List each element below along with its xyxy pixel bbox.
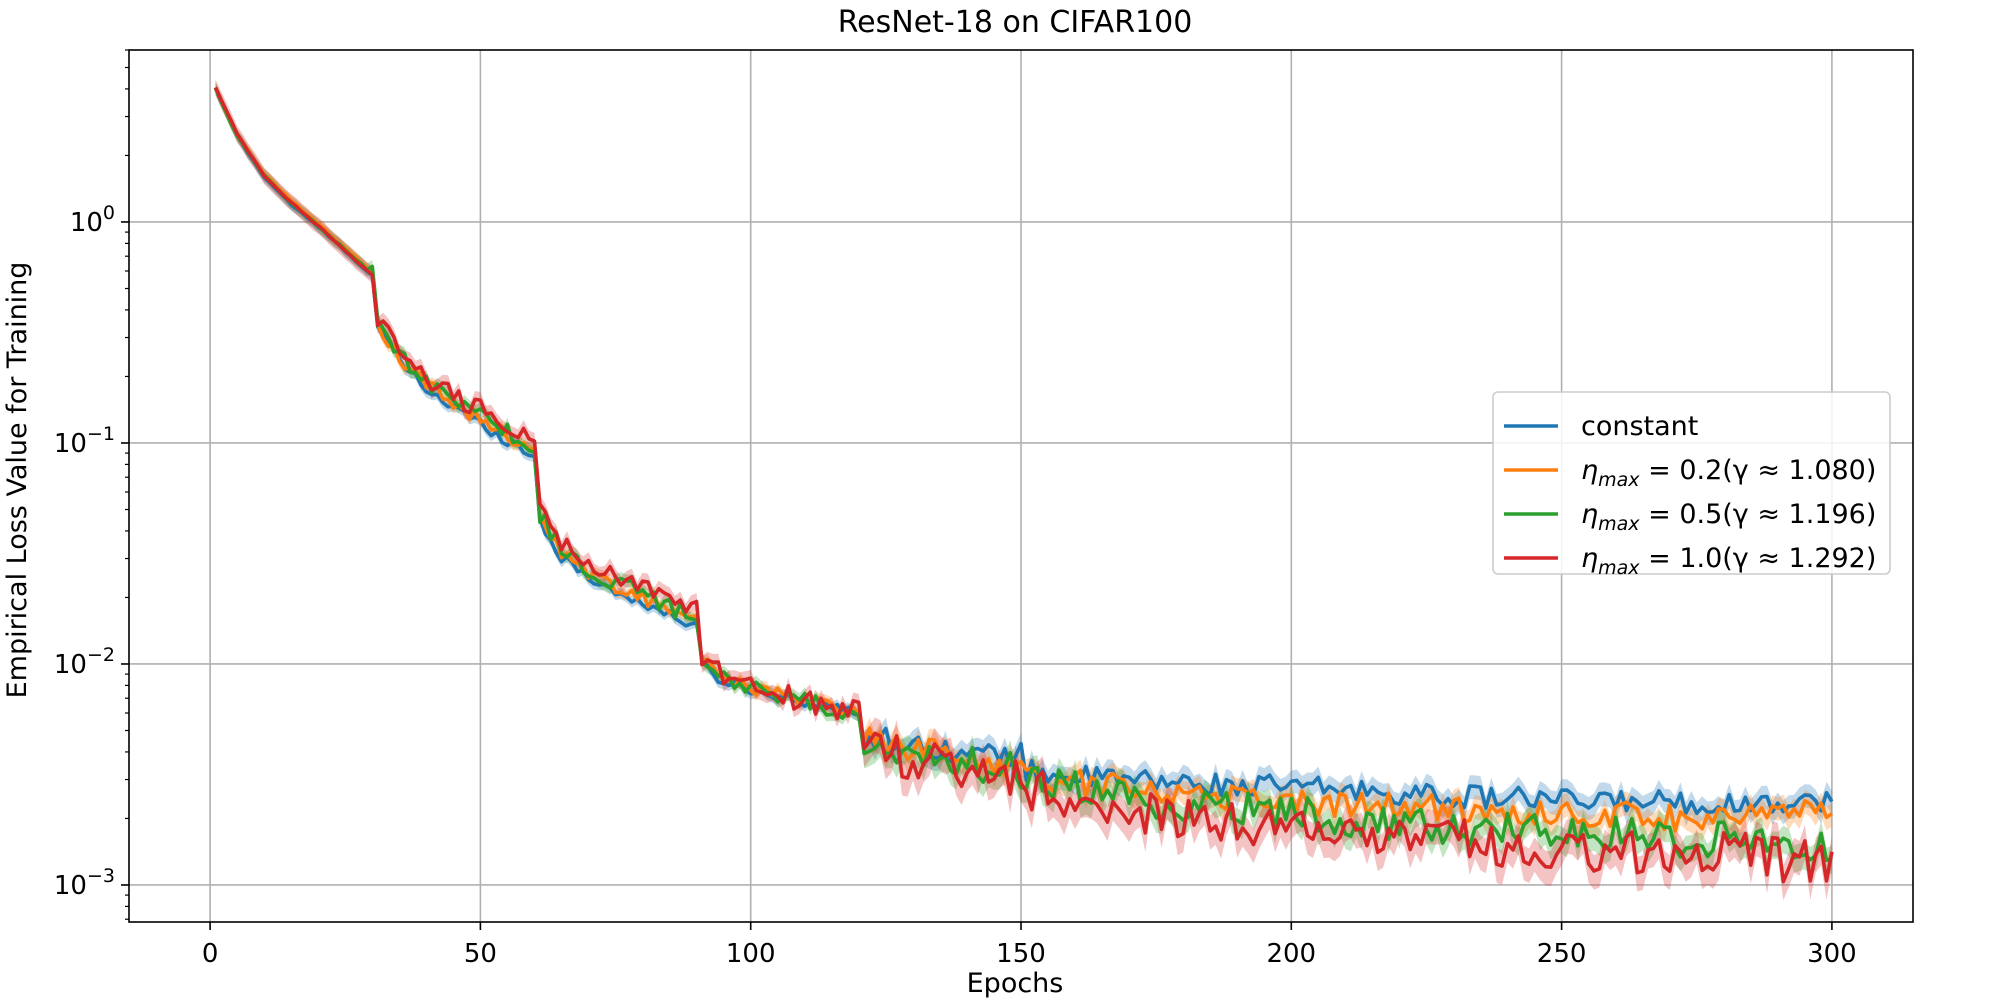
- y-tick-label: 10−3: [54, 865, 115, 901]
- eta-1-0-line: [213, 86, 1834, 884]
- x-tick-label: 200: [1266, 939, 1316, 969]
- series-lines: [213, 86, 1834, 884]
- y-axis-label: Empirical Loss Value for Training: [2, 262, 33, 699]
- legend-label-eta-0-2: ηmax = 0.2(γ ≈ 1.080): [1581, 455, 1876, 491]
- chart-title: ResNet-18 on CIFAR100: [838, 5, 1193, 40]
- x-tick-label: 100: [726, 939, 776, 969]
- x-tick-label: 150: [996, 939, 1046, 969]
- legend-label-eta-1-0: ηmax = 1.0(γ ≈ 1.292): [1581, 543, 1876, 579]
- legend: constant ηmax = 0.2(γ ≈ 1.080) ηmax = 0.5(…: [1492, 391, 1891, 579]
- x-tick-label: 50: [464, 939, 497, 969]
- x-tick-label: 300: [1807, 939, 1857, 969]
- y-tick-label: 10−1: [54, 423, 115, 459]
- x-tick-label: 250: [1537, 939, 1587, 969]
- y-tick-label: 100: [70, 202, 115, 238]
- legend-label-constant: constant: [1581, 411, 1698, 442]
- constant-line: [213, 87, 1834, 816]
- legend-label-eta-0-5: ηmax = 0.5(γ ≈ 1.196): [1581, 499, 1876, 535]
- x-axis-label: Epochs: [967, 968, 1064, 999]
- x-tick-label: 0: [202, 939, 219, 969]
- plot-frame: [128, 49, 1914, 923]
- eta-0-2-line: [213, 87, 1833, 833]
- axes: 0 50 100 150 200 250 300 10−3 10−2 10−1 100: [54, 49, 1914, 969]
- legend-box: [1492, 391, 1891, 575]
- y-tick-label: 10−2: [54, 644, 115, 680]
